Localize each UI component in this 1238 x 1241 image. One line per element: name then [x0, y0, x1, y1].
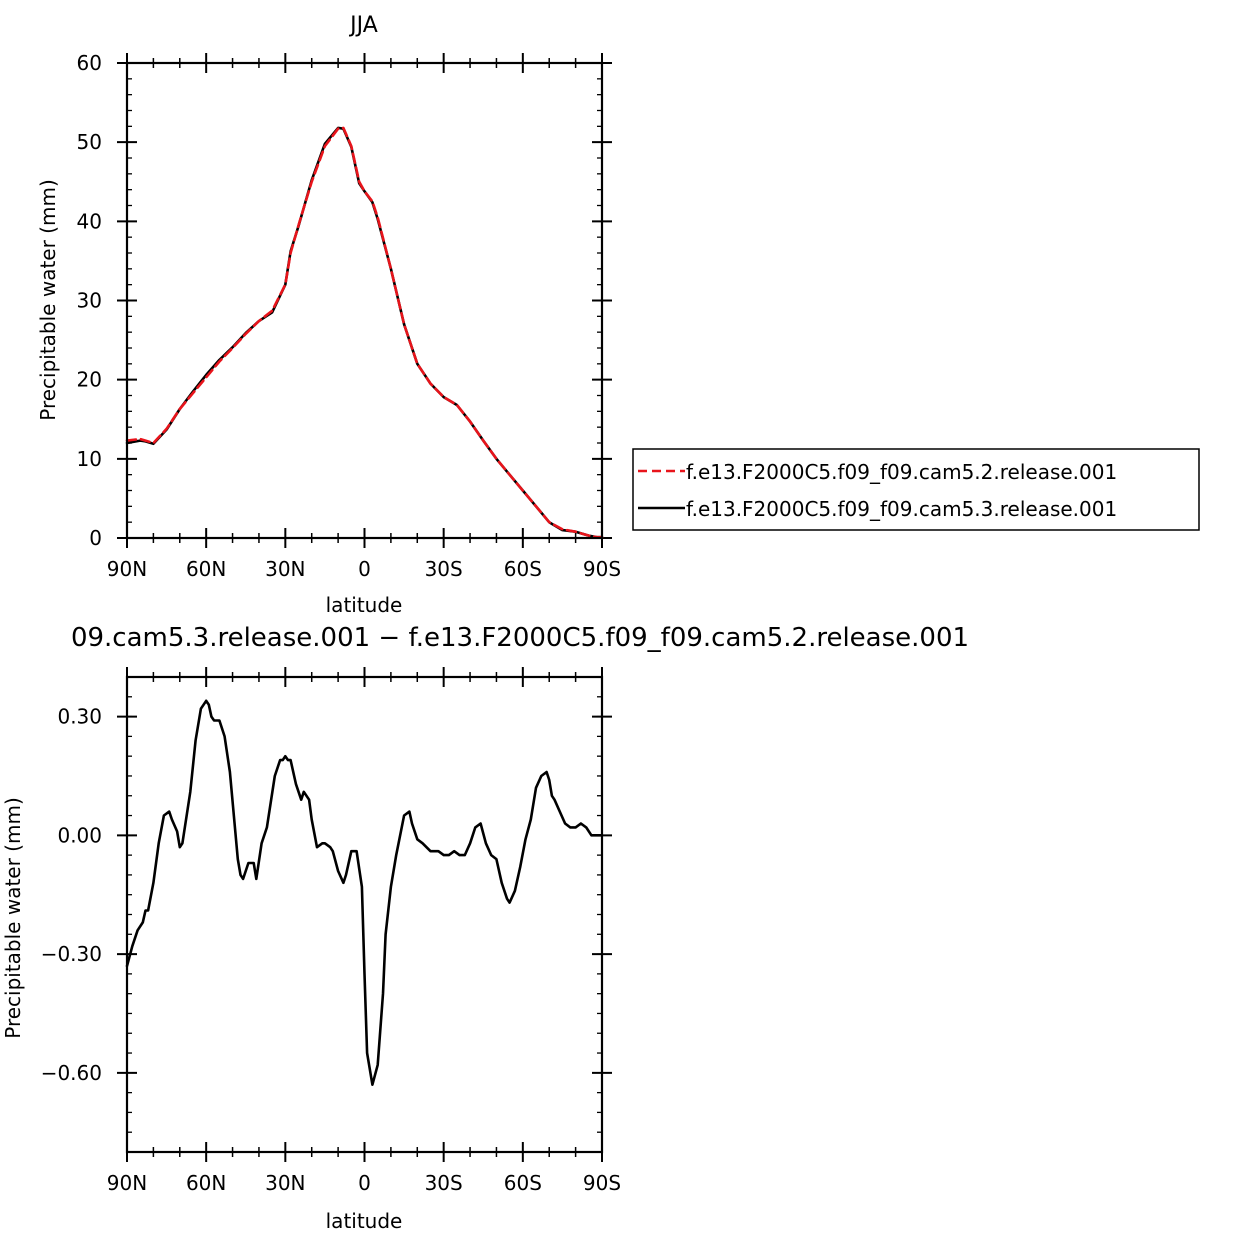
bottom-panel: 09.cam5.3.release.001 − f.e13.F2000C5.f0…: [1, 623, 969, 1233]
y-tick-label: 20: [77, 368, 102, 392]
y-tick-label: −0.60: [41, 1061, 102, 1085]
top-x-axis-label: latitude: [326, 593, 403, 617]
x-tick-label: 0: [358, 557, 371, 581]
bottom-y-axis-label-clip: Precipitable water (mm): [1, 797, 25, 1039]
x-tick-label: 0: [358, 1171, 371, 1195]
y-tick-label: 10: [77, 447, 102, 471]
top-ticks: 90N 60N 30N 0 30S 60S 90S 0 10 20 30 40 50 60: [77, 51, 622, 581]
x-tick-label: 90S: [583, 1171, 621, 1195]
legend-label-cam5-2: f.e13.F2000C5.f09_f09.cam5.2.release.001: [686, 460, 1117, 484]
top-panel: JJA 90N 60N 30N 0 30S 60S 90S 0 10 20 30 40 50 60 lat…: [36, 13, 1200, 617]
top-plot-frame: [125, 61, 604, 540]
top-series-line-0: [125, 126, 604, 539]
bottom-plot-frame: [125, 675, 604, 1154]
x-tick-label: 30S: [425, 557, 463, 581]
x-tick-label: 90S: [583, 557, 621, 581]
y-tick-label: 40: [77, 209, 102, 233]
y-tick-label: 50: [77, 130, 102, 154]
y-tick-label: 0.30: [57, 705, 102, 729]
bottom-series-line-0: [125, 699, 604, 1086]
bottom-chart-title: 09.cam5.3.release.001 − f.e13.F2000C5.f0…: [71, 623, 969, 653]
y-tick-label: 60: [77, 51, 102, 75]
legend-box: [632, 448, 1200, 531]
legend: f.e13.F2000C5.f09_f09.cam5.2.release.001…: [632, 448, 1200, 531]
x-tick-label: 90N: [107, 557, 147, 581]
top-chart-title: JJA: [348, 13, 378, 38]
legend-label-cam5-3: f.e13.F2000C5.f09_f09.cam5.3.release.001: [686, 497, 1117, 521]
bottom-y-axis-label: Precipitable water (mm): [1, 797, 25, 1039]
y-tick-label: 0: [89, 526, 102, 550]
y-tick-label: −0.30: [41, 942, 102, 966]
top-series-lines: [125, 126, 604, 539]
x-tick-label: 30N: [265, 1171, 305, 1195]
x-tick-label: 30N: [265, 557, 305, 581]
x-tick-label: 60N: [186, 557, 226, 581]
y-tick-label: 0.00: [57, 823, 102, 847]
x-tick-label: 90N: [107, 1171, 147, 1195]
x-tick-label: 60S: [504, 1171, 542, 1195]
top-y-axis-label: Precipitable water (mm): [36, 179, 60, 421]
y-tick-label: 30: [77, 289, 102, 313]
x-tick-label: 30S: [425, 1171, 463, 1195]
bottom-x-axis-label: latitude: [326, 1209, 403, 1233]
x-tick-label: 60N: [186, 1171, 226, 1195]
x-tick-label: 60S: [504, 557, 542, 581]
bottom-series-lines: [125, 699, 604, 1086]
